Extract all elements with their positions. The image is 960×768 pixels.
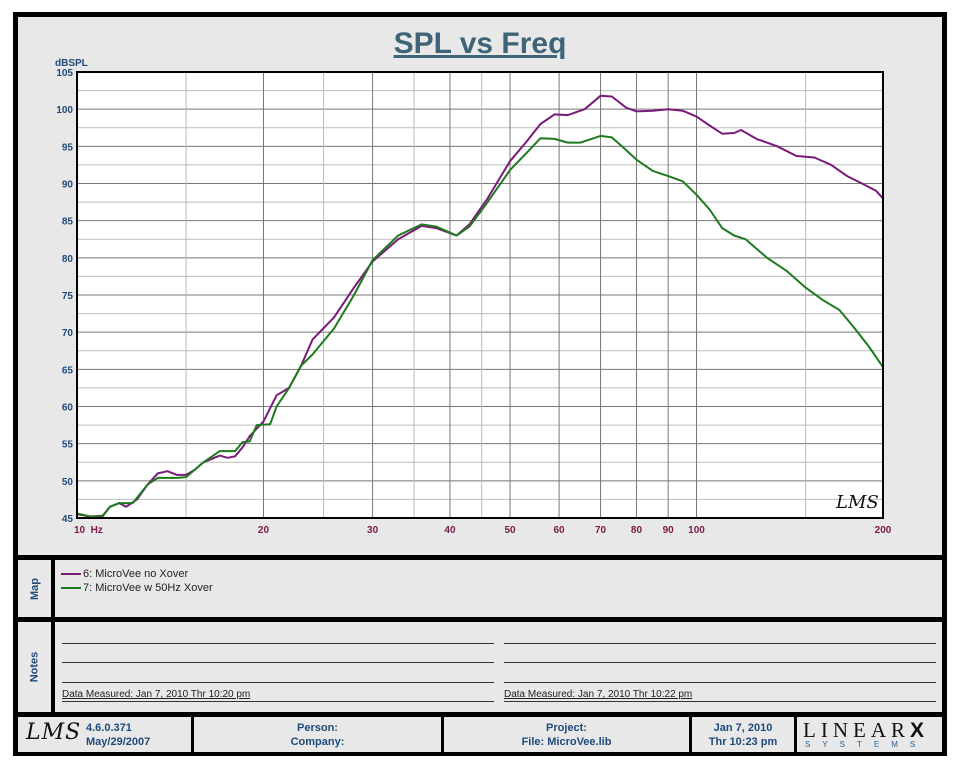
note-line — [62, 701, 494, 702]
x-tick-label: 60 — [554, 525, 566, 536]
map-legend: 6: MicroVee no Xover 7: MicroVee w 50Hz … — [55, 560, 942, 617]
report-date: Jan 7, 2010 — [713, 722, 773, 734]
x-tick-labels: 10 Hz 20 30 40 50 60 70 80 90 100 200 — [74, 525, 892, 536]
y-tick-label: 65 — [62, 365, 74, 376]
footer-person: Person: Company: — [194, 717, 441, 752]
footer-project: Project: File: MicroVee.lib — [444, 717, 689, 752]
software-version-date: May/29/2007 — [86, 736, 151, 748]
note-line — [62, 662, 494, 663]
map-section-label: Map — [18, 560, 51, 617]
notes-panel: Data Measured: Jan 7, 2010 Thr 10:20 pm … — [55, 622, 942, 712]
y-tick-label: 80 — [62, 254, 74, 265]
y-tick-labels: 45 50 55 60 65 70 75 80 85 90 95 100 105 — [56, 68, 73, 525]
x-tick-label: 70 — [595, 525, 607, 536]
y-tick-label: 75 — [62, 291, 74, 302]
footer-software: LMS 4.6.0.371 May/29/2007 — [18, 717, 191, 752]
legend-label: 7: MicroVee w 50Hz Xover — [83, 582, 213, 594]
notes-label: Notes — [28, 651, 41, 683]
grid — [76, 71, 884, 519]
brand-systems: SYSTEMS — [805, 740, 928, 749]
notes-section-label: Notes — [18, 622, 51, 712]
lms-logo: LMS — [26, 720, 82, 745]
note-line — [62, 643, 494, 644]
y-tick-label: 85 — [62, 217, 74, 228]
y-tick-label: 50 — [62, 477, 74, 488]
chart-title: SPL vs Freq — [393, 27, 567, 60]
brand-linear: LINEAR — [803, 718, 910, 742]
series-line-2 — [76, 134, 884, 518]
series-lines — [76, 94, 884, 518]
x-tick-label: 200 — [875, 525, 892, 536]
person-label: Person: — [297, 722, 338, 734]
y-tick-label: 105 — [56, 68, 73, 79]
legend-swatch-purple — [61, 573, 81, 575]
note-line — [504, 701, 936, 702]
x-tick-label: 100 — [688, 525, 705, 536]
note-line — [504, 662, 936, 663]
x-tick-label: 40 — [444, 525, 456, 536]
brand-x: X — [910, 719, 925, 742]
y-tick-label: 90 — [62, 180, 74, 191]
note-line — [504, 682, 936, 683]
x-tick-label: 20 — [258, 525, 270, 536]
y-tick-label: 95 — [62, 142, 74, 153]
legend-swatch-green — [61, 587, 81, 589]
company-label: Company: — [290, 736, 345, 748]
x-tick-label: 10 Hz — [74, 525, 103, 536]
legend-item: 6: MicroVee no Xover — [61, 567, 213, 581]
chart: dBSPL 45 50 55 60 65 70 75 80 85 90 95 100 105 10 Hz… — [55, 58, 892, 536]
file-label: File: MicroVee.lib — [521, 736, 612, 748]
note-line — [62, 682, 494, 683]
footer-date: Jan 7, 2010 Thr 10:23 pm — [692, 717, 794, 752]
x-tick-label: 80 — [631, 525, 643, 536]
plot-border — [76, 71, 884, 519]
y-tick-label: 45 — [62, 514, 74, 525]
x-tick-label: 50 — [504, 525, 516, 536]
left-data-measured: Data Measured: Jan 7, 2010 Thr 10:20 pm — [62, 689, 251, 700]
y-tick-label: 60 — [62, 403, 74, 414]
x-tick-label: 90 — [663, 525, 675, 536]
project-label: Project: — [546, 722, 587, 734]
y-tick-label: 100 — [56, 105, 73, 116]
linearx-logo: LINEARX SYSTEMS — [797, 717, 942, 752]
note-line — [504, 643, 936, 644]
chart-panel: SPL vs Freq dBSPL 45 50 55 60 65 70 75 80 85 90 95… — [18, 17, 942, 555]
right-data-measured: Data Measured: Jan 7, 2010 Thr 10:22 pm — [504, 689, 693, 700]
report-time: Thr 10:23 pm — [708, 736, 778, 748]
y-axis-label: dBSPL — [55, 58, 88, 69]
map-label: Map — [28, 577, 41, 600]
legend-item: 7: MicroVee w 50Hz Xover — [61, 581, 213, 595]
legend-label: 6: MicroVee no Xover — [83, 568, 189, 580]
y-tick-label: 70 — [62, 328, 74, 339]
software-version: 4.6.0.371 — [86, 722, 132, 734]
lms-watermark: LMS — [835, 492, 879, 513]
x-tick-label: 30 — [367, 525, 379, 536]
y-tick-label: 55 — [62, 440, 74, 451]
